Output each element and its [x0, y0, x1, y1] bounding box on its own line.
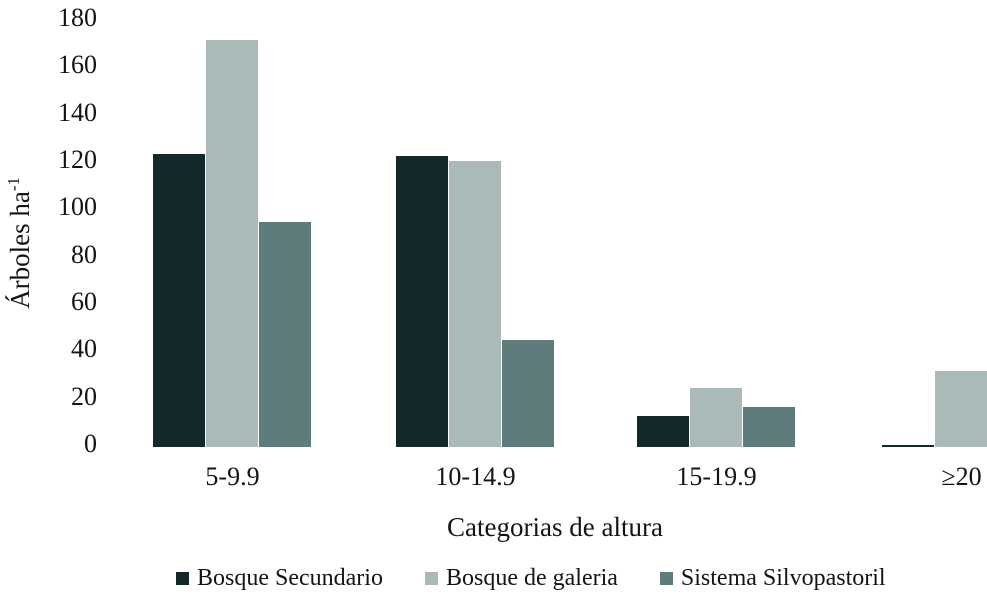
bar-bosque-secundario-10-14.9 — [396, 155, 448, 447]
y-tick-label: 0 — [84, 429, 97, 458]
legend-label: Bosque Secundario — [197, 565, 383, 591]
bar-bosque-de-galeria-10-14.9 — [449, 160, 501, 447]
x-tick-label: 15-19.9 — [676, 462, 757, 491]
x-tick-label: ≥20 — [941, 462, 982, 491]
legend-item-bosque-secundario: Bosque Secundario — [176, 563, 383, 593]
legend-label: Bosque de galeria — [445, 565, 618, 591]
legend: Bosque Secundario Bosque de galeria Sistem… — [176, 562, 886, 594]
legend-swatch-icon — [659, 571, 673, 585]
bar-bosque-secundario-≥20 — [882, 444, 934, 447]
bar-bosque-de-galeria-≥20 — [935, 371, 987, 447]
legend-swatch-icon — [424, 571, 438, 585]
y-tick-label: 140 — [58, 97, 97, 127]
y-tick-label: 180 — [58, 2, 97, 32]
y-tick-label: 100 — [58, 192, 97, 222]
bar-bosque-secundario-15-19.9 — [637, 416, 689, 447]
bar-sistema-silvopastoril-15-19.9 — [743, 406, 795, 447]
y-tick-label: 80 — [71, 239, 97, 269]
bar-sistema-silvopastoril-10-14.9 — [502, 340, 554, 447]
y-axis-title-superscript: -1 — [4, 177, 23, 192]
x-tick-label: 10-14.9 — [435, 462, 516, 491]
y-tick-label: 160 — [58, 50, 97, 80]
bar-sistema-silvopastoril-5-9.9 — [259, 222, 311, 447]
bar-bosque-de-galeria-5-9.9 — [206, 39, 258, 447]
legend-item-sistema-silvopastoril: Sistema Silvopastoril — [659, 563, 886, 593]
legend-label: Sistema Silvopastoril — [680, 565, 886, 591]
y-tick-label: 60 — [71, 286, 97, 316]
legend-item-bosque-de-galeria: Bosque de galeria — [424, 563, 618, 593]
y-tick-label: 40 — [71, 334, 97, 364]
y-tick-label: 120 — [58, 144, 97, 174]
bar-bosque-de-galeria-15-19.9 — [690, 387, 742, 447]
x-tick-label: 5-9.9 — [205, 462, 260, 491]
x-axis-title: Categorias de altura — [447, 512, 663, 542]
legend-swatch-icon — [176, 571, 189, 585]
bar-bosque-secundario-5-9.9 — [153, 153, 205, 447]
y-tick-label: 20 — [71, 381, 97, 411]
